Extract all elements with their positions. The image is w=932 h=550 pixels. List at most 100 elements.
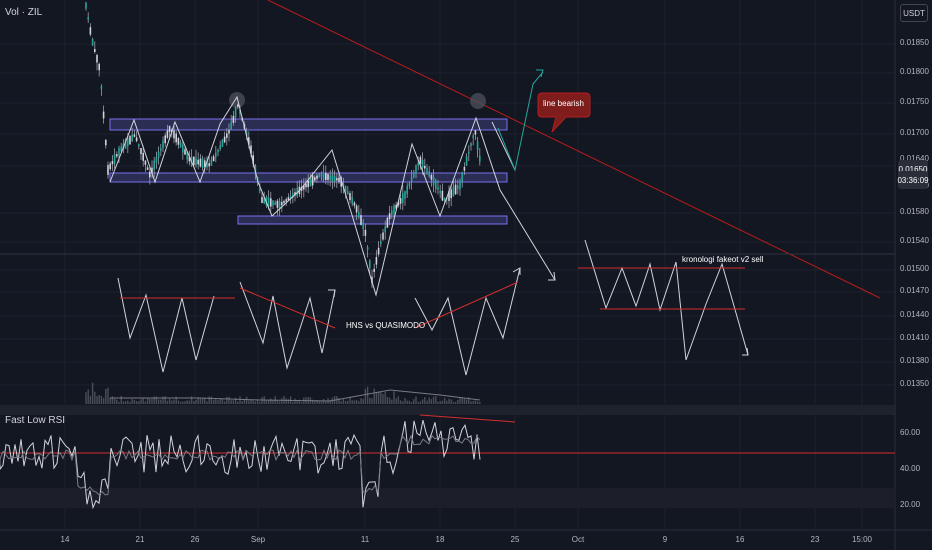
volume-bar (404, 397, 406, 404)
bearish-trendline[interactable] (267, 0, 881, 299)
candle-body (437, 187, 439, 190)
volume-bar (408, 400, 411, 404)
candle-body (421, 159, 424, 168)
candle-body (175, 133, 177, 143)
volume-bar (217, 400, 219, 404)
grid-lines (0, 0, 895, 530)
volume-bar (342, 399, 345, 404)
candle-body (140, 148, 142, 154)
volume-bar (89, 395, 92, 404)
volume-bar (320, 401, 323, 404)
volume-bar (129, 401, 131, 404)
candle-body (435, 180, 437, 189)
candle-body (138, 144, 140, 147)
time-tick: 26 (190, 535, 200, 544)
candle-body (190, 156, 193, 164)
projection-paths[interactable] (109, 95, 749, 376)
rsi-title[interactable]: Fast Low RSI (5, 415, 66, 426)
candle-body (428, 171, 430, 177)
bullish-projection[interactable] (497, 71, 544, 172)
volume-bar (219, 398, 221, 404)
candle-body (459, 180, 461, 190)
volume-bar (474, 400, 477, 404)
pane-separator[interactable] (0, 405, 895, 415)
bearish-callout[interactable] (537, 92, 591, 133)
red-levels[interactable] (0, 267, 895, 454)
candle-body (479, 155, 481, 162)
volume-bar (476, 401, 479, 404)
volume-bar (371, 398, 373, 404)
time-tick: Oct (571, 535, 585, 544)
top-marker-right[interactable] (470, 93, 486, 109)
volume-bar (270, 398, 272, 404)
arrowhead-white-4 (742, 347, 749, 356)
candle-body (325, 172, 327, 180)
volume-bar (226, 396, 228, 404)
candle-body (118, 147, 120, 156)
candle-body (237, 104, 239, 107)
volume-bar (428, 397, 430, 404)
volume-bar (234, 397, 237, 404)
candle-body (124, 140, 127, 149)
time-tick: 15:00 (851, 535, 873, 544)
candle-body (149, 171, 151, 178)
volume-bar (448, 398, 450, 404)
volume-bar (215, 398, 217, 404)
rsi-tick: 60.00 (900, 428, 921, 437)
currency-button[interactable]: USDT (900, 4, 928, 22)
volume-bar (369, 397, 371, 404)
volume-bar (199, 397, 202, 404)
countdown-tag: 03:36:09 (897, 171, 929, 189)
candle-body (195, 157, 197, 166)
candle-body (98, 63, 100, 71)
candle-body (223, 136, 226, 143)
volume-bar (155, 396, 158, 404)
support-zone[interactable] (237, 215, 508, 225)
arrowhead-white-2 (512, 267, 521, 275)
volume-bar (360, 398, 362, 404)
candle-body (311, 175, 314, 186)
candle-body (399, 198, 402, 204)
candle-body (470, 143, 472, 146)
volume-bar (144, 401, 147, 404)
candle-body (391, 210, 393, 215)
candle-body (102, 111, 105, 119)
candle-body (153, 160, 155, 170)
time-tick: 21 (135, 535, 145, 544)
volume-bar (237, 401, 239, 404)
candle-body (160, 148, 162, 151)
volume-bar (452, 401, 455, 404)
volume-bar (261, 397, 263, 404)
candle-body (439, 190, 441, 194)
candle-body (303, 184, 305, 190)
volume-bar (349, 396, 351, 404)
candle-body (375, 256, 378, 265)
candle-body (135, 137, 138, 142)
candle-body (131, 134, 133, 141)
hns-label[interactable]: HNS vs QUASIMODO (346, 321, 426, 330)
candle-body (193, 156, 195, 166)
volume-bar (98, 394, 100, 404)
volume-bar (426, 400, 428, 404)
candle-body (463, 166, 466, 171)
candle-body (245, 131, 248, 136)
candle-body (219, 145, 221, 150)
volume-bar (318, 401, 320, 404)
volume-bar (113, 398, 116, 404)
volume-bar (210, 396, 213, 404)
candle-body (327, 174, 329, 180)
candle-body (413, 171, 415, 178)
volume-bar (204, 397, 206, 404)
resistance-zone[interactable] (109, 118, 508, 131)
candle-body (151, 167, 153, 173)
candle-body (217, 149, 219, 153)
volume-legend[interactable]: Vol · ZIL (5, 7, 43, 18)
candle-body (377, 247, 380, 255)
price-tick: 0.01470 (900, 286, 929, 295)
fakeout-label[interactable]: kronologi fakeot v2 sell (682, 255, 764, 264)
volume-ma (110, 389, 481, 402)
volume-bar (430, 399, 433, 404)
volume-bar (276, 400, 279, 404)
volume-bar (417, 401, 419, 404)
